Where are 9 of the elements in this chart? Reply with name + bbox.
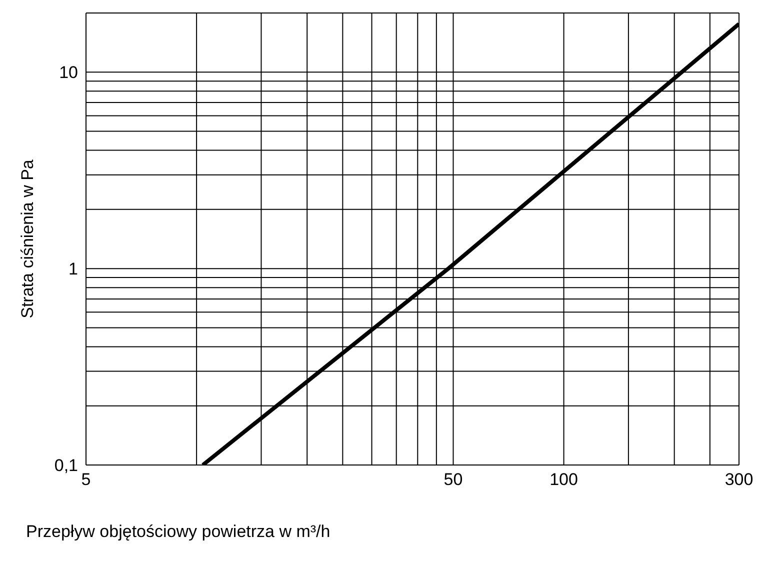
x-tick-label: 100 bbox=[550, 470, 578, 490]
y-tick-label: 10 bbox=[59, 63, 78, 82]
x-axis-title: Przepływ objętościowy powietrza w m³/h bbox=[26, 522, 330, 541]
y-axis-title: Strata ciśnienia w Pa bbox=[18, 159, 38, 318]
x-tick-label: 300 bbox=[724, 470, 754, 490]
y-tick-label: 1 bbox=[68, 260, 78, 279]
x-tick-label: 50 bbox=[444, 470, 463, 490]
y-tick-label: 0,1 bbox=[54, 456, 78, 476]
x-tick-label: 5 bbox=[81, 470, 91, 490]
